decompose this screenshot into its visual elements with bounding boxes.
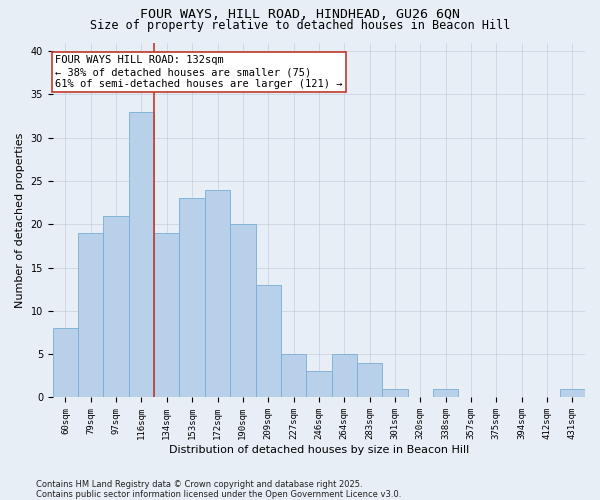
Bar bbox=[332, 354, 357, 398]
Bar bbox=[129, 112, 154, 398]
Bar bbox=[382, 389, 407, 398]
X-axis label: Distribution of detached houses by size in Beacon Hill: Distribution of detached houses by size … bbox=[169, 445, 469, 455]
Bar bbox=[357, 363, 382, 398]
Bar bbox=[78, 233, 103, 398]
Bar bbox=[103, 216, 129, 398]
Bar bbox=[281, 354, 306, 398]
Bar bbox=[306, 372, 332, 398]
Bar bbox=[179, 198, 205, 398]
Text: Size of property relative to detached houses in Beacon Hill: Size of property relative to detached ho… bbox=[90, 19, 510, 32]
Text: FOUR WAYS, HILL ROAD, HINDHEAD, GU26 6QN: FOUR WAYS, HILL ROAD, HINDHEAD, GU26 6QN bbox=[140, 8, 460, 20]
Bar bbox=[560, 389, 585, 398]
Bar bbox=[230, 224, 256, 398]
Bar bbox=[433, 389, 458, 398]
Text: Contains HM Land Registry data © Crown copyright and database right 2025.
Contai: Contains HM Land Registry data © Crown c… bbox=[36, 480, 401, 499]
Bar bbox=[205, 190, 230, 398]
Bar bbox=[53, 328, 78, 398]
Bar bbox=[256, 285, 281, 398]
Text: FOUR WAYS HILL ROAD: 132sqm
← 38% of detached houses are smaller (75)
61% of sem: FOUR WAYS HILL ROAD: 132sqm ← 38% of det… bbox=[55, 56, 343, 88]
Y-axis label: Number of detached properties: Number of detached properties bbox=[15, 132, 25, 308]
Bar bbox=[154, 233, 179, 398]
